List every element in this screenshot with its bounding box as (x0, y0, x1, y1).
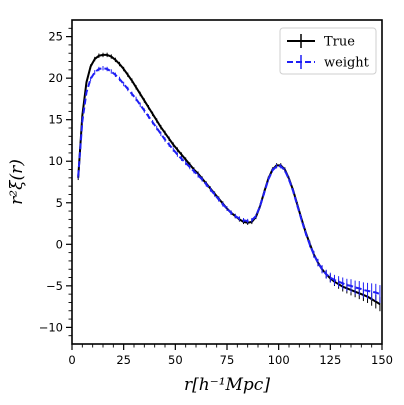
y-tick-label: 25 (48, 30, 63, 44)
series-true (77, 52, 381, 312)
series-weight (77, 65, 381, 304)
x-tick-label: 50 (168, 353, 183, 367)
series-line-weight (77, 67, 381, 296)
y-tick-label: 20 (48, 71, 63, 85)
legend-label: True (324, 35, 355, 50)
y-tick-label: −5 (46, 279, 63, 293)
y-tick-label: −10 (39, 320, 63, 334)
y-tick-label: 15 (48, 113, 63, 127)
y-tick-label: 0 (56, 237, 63, 251)
x-tick-label: 75 (220, 353, 235, 367)
x-axis: 0 25 50 75 100 125 150 (68, 344, 393, 367)
series-line-true (77, 53, 381, 305)
y-axis: −10 −5 0 5 10 15 20 25 (39, 27, 72, 337)
y-axis-label: r²ξ(r) (7, 159, 27, 205)
y-tick-label: 10 (48, 154, 63, 168)
legend-label: weight (324, 56, 370, 71)
x-tick-label: 125 (319, 353, 341, 367)
y-tick-label: 5 (56, 196, 63, 210)
legend-box (279, 27, 377, 75)
x-tick-label: 150 (371, 353, 393, 367)
legend: True weight (279, 27, 377, 75)
x-tick-label: 25 (116, 353, 131, 367)
x-tick-label: 100 (268, 353, 290, 367)
plot-area (77, 52, 381, 312)
x-tick-label: 0 (68, 353, 75, 367)
x-axis-label: r[h⁻¹Mpc] (184, 375, 270, 395)
